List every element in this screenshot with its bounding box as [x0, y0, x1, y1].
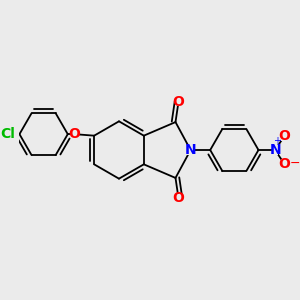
FancyBboxPatch shape: [175, 194, 182, 203]
FancyBboxPatch shape: [175, 97, 182, 106]
FancyBboxPatch shape: [281, 132, 287, 141]
Text: O: O: [278, 129, 290, 143]
Text: −: −: [290, 157, 300, 170]
FancyBboxPatch shape: [281, 159, 287, 168]
Text: Cl: Cl: [0, 127, 15, 141]
Text: O: O: [69, 127, 80, 141]
FancyBboxPatch shape: [187, 146, 194, 154]
Text: N: N: [185, 143, 197, 157]
FancyBboxPatch shape: [2, 130, 14, 139]
FancyBboxPatch shape: [272, 146, 278, 154]
Text: O: O: [278, 157, 290, 171]
Text: O: O: [172, 191, 184, 205]
Text: N: N: [269, 143, 281, 157]
Text: O: O: [172, 95, 184, 109]
FancyBboxPatch shape: [71, 130, 78, 139]
Text: +: +: [273, 136, 280, 146]
